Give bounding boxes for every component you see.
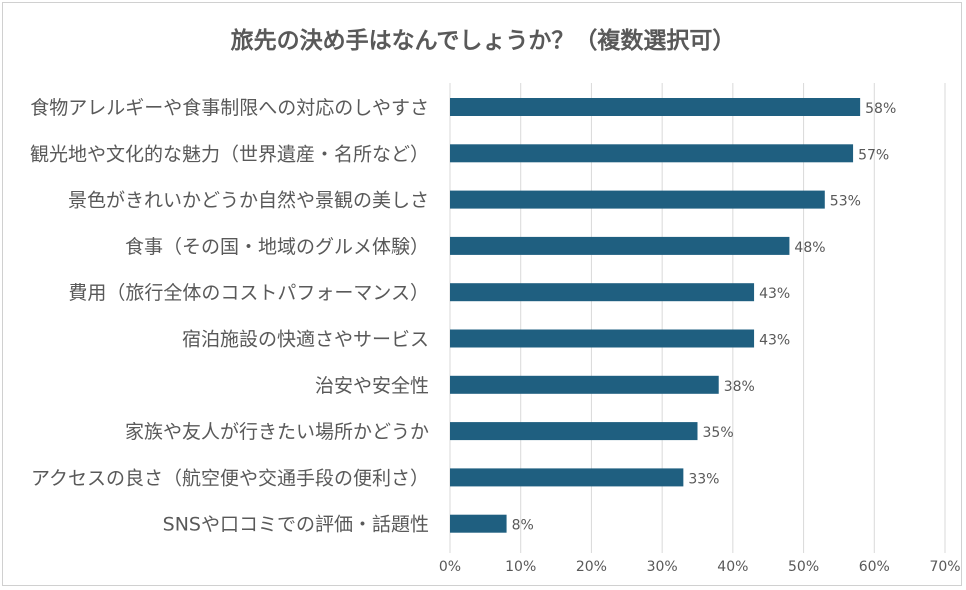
bar (450, 375, 719, 394)
x-tick-label: 70% (929, 559, 960, 575)
data-label: 8% (512, 518, 534, 534)
category-label: 家族や友人が行きたい場所かどうか (125, 421, 429, 443)
data-label: 43% (759, 286, 790, 302)
data-label: 53% (830, 194, 861, 210)
x-tick-label: 40% (717, 559, 748, 575)
category-label: 宿泊施設の快適さやサービス (182, 329, 429, 351)
x-tick-label: 50% (788, 559, 819, 575)
category-label: 治安や安全性 (315, 375, 429, 397)
data-label: 35% (703, 425, 734, 441)
category-label: 費用（旅行全体のコストパフォーマンス） (68, 282, 429, 304)
category-label: 食物アレルギーや食事制限への対応のしやすさ (30, 97, 429, 119)
bar (450, 514, 507, 533)
data-label: 33% (688, 471, 719, 487)
data-label: 38% (724, 379, 755, 395)
bar (450, 468, 684, 487)
category-label: アクセスの良さ（航空便や交通手段の便利さ） (31, 467, 429, 489)
x-tick-label: 60% (859, 559, 890, 575)
data-label: 48% (794, 240, 825, 256)
data-label: 57% (858, 147, 889, 163)
chart-title: 旅先の決め手はなんでしょうか？（複数選択可） (231, 27, 736, 54)
bar (450, 144, 854, 163)
data-label: 58% (865, 101, 896, 117)
x-axis-ticks: 0% 10% 20% 30% 40% 50% 60% 70% (439, 559, 961, 575)
bar (450, 422, 698, 441)
data-label: 43% (759, 333, 790, 349)
x-tick-label: 20% (576, 559, 607, 575)
category-labels: 食物アレルギーや食事制限への対応のしやすさ観光地や文化的な魅力（世界遺産・名所な… (30, 97, 429, 536)
category-label: 観光地や文化的な魅力（世界遺産・名所など） (30, 143, 429, 165)
category-label: SNSや口コミでの評価・話題性 (163, 514, 429, 536)
category-label: 食事（その国・地域のグルメ体験） (125, 236, 429, 258)
bar-chart: 旅先の決め手はなんでしょうか？（複数選択可） 食物アレルギーや食事制限への対応の… (30, 27, 961, 575)
x-tick-label: 10% (505, 559, 536, 575)
bar (450, 98, 861, 116)
bar (450, 236, 790, 255)
bars (450, 98, 861, 533)
data-labels: 58% 57% 53% 48% 43% 43% 38% 35% 33% 8% (512, 101, 897, 534)
x-tick-label: 0% (439, 559, 461, 575)
bar (450, 190, 825, 209)
bar (450, 283, 755, 302)
x-tick-label: 30% (647, 559, 678, 575)
bar (450, 329, 755, 348)
category-label: 景色がきれいかどうか自然や景観の美しさ (68, 190, 429, 212)
